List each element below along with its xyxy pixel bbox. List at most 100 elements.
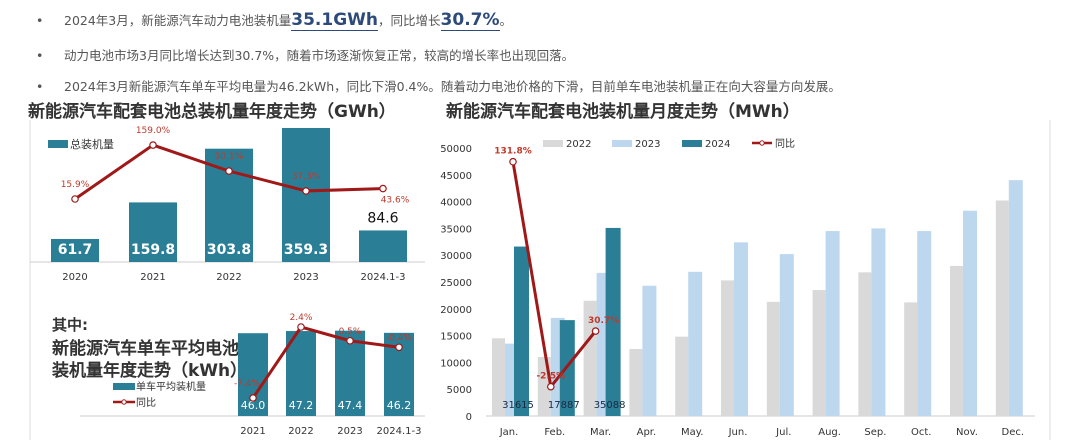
x-tick-label: 2022: [216, 272, 241, 283]
y-tick-label: 5000: [447, 385, 472, 396]
x-tick-label: 2023: [293, 272, 318, 283]
legend-label: 总装机量: [70, 137, 114, 151]
yoy-point: [395, 343, 403, 352]
bar-2023: [688, 271, 703, 416]
bar-value-label: 47.4: [338, 399, 363, 412]
legend-label: 2023: [635, 139, 660, 150]
legend-swatch: [48, 140, 68, 148]
bar-value-label: 159.8: [131, 242, 175, 258]
yoy-point: [509, 157, 517, 166]
bar-2024: [514, 246, 529, 416]
bar: [51, 238, 99, 262]
bullet-text: 动力电池市场3月同比增长达到30.7%，随着市场逐渐恢复正常，较高的增长率也出现…: [64, 48, 575, 63]
bar-2023: [1008, 180, 1023, 416]
y-tick-label: 25000: [440, 278, 472, 289]
yoy-label: 43.6%: [381, 196, 410, 206]
legend-swatch: [612, 140, 632, 147]
bar-value-label: 303.8: [207, 242, 251, 258]
yoy-point: [346, 336, 354, 345]
bullet-3: • 2024年3月新能源汽车单车平均电量为46.2kWh，同比下滑0.4%。随着动…: [36, 79, 841, 94]
bullet-text: 2024年3月新能源汽车单车平均电量为46.2kWh，同比下滑0.4%。随着动力…: [64, 79, 841, 94]
bar-2022: [721, 280, 734, 416]
y-tick-label: 45000: [440, 171, 472, 182]
bullet-text: 。: [499, 13, 513, 28]
x-tick-label: 2021: [240, 426, 265, 437]
x-tick-label: Jan.: [499, 427, 519, 438]
yoy-label: 15.9%: [61, 180, 90, 190]
x-tick-label: 2024.1-3: [377, 426, 422, 437]
bar: [359, 230, 407, 262]
bar-2023: [963, 210, 977, 416]
bar-value-label: 84.6: [367, 210, 398, 226]
legend-label: 2022: [566, 139, 591, 150]
yoy-point: [302, 187, 310, 195]
bar-2022: [766, 301, 780, 416]
yoy-label: -0.4%: [386, 333, 413, 343]
yoy-point: [71, 195, 79, 203]
x-tick-label: 2024.1-3: [361, 272, 406, 283]
bar-2022: [904, 302, 918, 416]
x-tick-label: Jun.: [728, 427, 748, 438]
yoy-line: [251, 325, 400, 399]
bullet-2: • 动力电池市场3月同比增长达到30.7%，随着市场逐渐恢复正常，较高的增长率也出…: [36, 48, 575, 63]
bullet-1: • 2024年3月，新能源汽车动力电池装机量35.1GWh，同比增长30.7%。: [36, 10, 513, 31]
bar-2023: [642, 285, 657, 416]
bar: [238, 333, 268, 416]
legend-label: 同比: [775, 138, 795, 150]
bar: [335, 330, 365, 416]
y-tick-label: 20000: [440, 305, 472, 316]
yoy-point: [225, 167, 233, 175]
chart1-title: 新能源汽车配套电池总装机量年度走势（GWh）: [28, 102, 396, 122]
y-tick-label: 50000: [440, 144, 472, 155]
bar-value-label: 46.2: [387, 399, 412, 412]
x-tick-label: Mar.: [590, 427, 611, 438]
legend-marker-icon: [121, 399, 127, 405]
yoy-label: 2.4%: [290, 313, 313, 323]
bar-value-label: 35088: [594, 400, 626, 411]
bar-2023: [779, 254, 794, 416]
bar-2022: [675, 336, 689, 416]
highlight-growth: 30.7%: [440, 10, 500, 31]
x-tick-label: Apr.: [637, 427, 657, 438]
x-tick-label: Sep.: [864, 427, 886, 438]
x-tick-label: Oct.: [911, 427, 931, 438]
bar-value-label: 46.0: [241, 399, 266, 412]
yoy-label: 90.1%: [215, 152, 244, 162]
x-tick-label: 2021: [140, 272, 165, 283]
bar: [282, 127, 330, 262]
x-tick-label: 2022: [288, 426, 313, 437]
chart2-title-line2: 装机量年度走势（kWh）: [52, 361, 248, 381]
legend-swatch: [682, 140, 702, 147]
x-tick-label: 2023: [337, 426, 362, 437]
y-tick-label: 15000: [440, 332, 472, 343]
bar-value-label: 47.2: [289, 399, 314, 412]
bar-2022: [858, 272, 872, 416]
legend-marker-icon: [759, 140, 765, 146]
bar-value-label: 17887: [548, 400, 580, 411]
bar-2023: [871, 228, 886, 416]
bar-2022: [995, 200, 1009, 416]
bar-2023: [917, 231, 932, 416]
y-tick-label: 40000: [440, 198, 472, 209]
bar-2022: [950, 265, 963, 416]
yoy-point: [249, 394, 257, 402]
legend-label: 单车平均装机量: [136, 380, 206, 393]
yoy-point: [546, 382, 555, 391]
chart2-title-prefix: 其中:: [52, 316, 88, 334]
bullet-text: 2024年3月，新能源汽车动力电池装机量: [64, 13, 292, 28]
x-tick-label: Aug.: [818, 427, 841, 438]
legend-label: 同比: [136, 397, 156, 409]
x-tick-label: 2020: [62, 272, 87, 283]
bar-2022: [492, 338, 505, 416]
x-tick-label: Dec.: [1002, 427, 1025, 438]
chart2-title: 新能源汽车单车平均电池: [52, 339, 239, 359]
yoy-label: 30.7%: [588, 316, 619, 326]
yoy-label: 131.8%: [494, 147, 532, 157]
bar-2023: [734, 242, 748, 416]
bar: [129, 202, 177, 262]
legend-swatch: [113, 383, 135, 390]
yoy-point: [379, 184, 387, 193]
bar: [286, 331, 316, 416]
yoy-label: -2.5%: [536, 372, 565, 382]
